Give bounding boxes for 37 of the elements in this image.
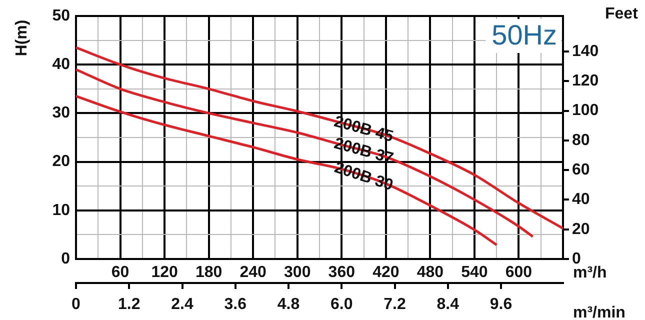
x2-axis-title: m³/min [573,304,626,320]
y2-tick-label: 140 [572,42,599,60]
x2-tick-label: 4.8 [277,296,300,314]
x2-tick-label: 7.2 [384,296,406,314]
y2-tick-label: 100 [572,102,599,120]
line-series [76,68,534,238]
y-axis-title: H(m) [13,20,30,56]
y-tick-label: 40 [52,56,70,74]
annotation: 50Hz [492,20,557,51]
x2-tick-label: 9.6 [490,296,512,314]
y2-tick-label: 40 [572,191,590,208]
x2-tick-label: 6.0 [330,296,353,314]
x-tick-label: 120 [151,264,178,282]
line-series [76,94,498,246]
x-tick-label: 60 [111,264,130,282]
y2-tick-label: 60 [572,162,590,179]
x-tick-label: 360 [328,264,356,282]
x-tick-label: 600 [505,264,532,282]
y-tick-label: 20 [52,153,70,170]
y-tick-label: 30 [52,104,70,122]
x-tick-label: 540 [461,264,488,282]
x2-tick-label: 8.4 [436,296,460,314]
x-tick-label: 420 [372,264,400,282]
y2-tick-label: 120 [572,72,599,90]
x-tick-label: 300 [284,264,311,282]
x-tick-label: 180 [195,264,222,282]
y2-tick-label: 80 [572,132,590,149]
x-tick-label: 480 [416,264,444,282]
y2-tick-label: 20 [572,220,590,238]
y-tick-label: 0 [61,250,70,268]
y2-axis-title: Feet [605,5,639,22]
x2-tick-label: 3.6 [224,296,247,314]
x2-tick-label: 1.2 [118,296,140,314]
x-tick-label: 240 [240,264,267,282]
y-tick-label: 10 [52,202,70,219]
x2-tick-label: 2.4 [171,296,194,314]
y-tick-label: 50 [52,7,70,24]
